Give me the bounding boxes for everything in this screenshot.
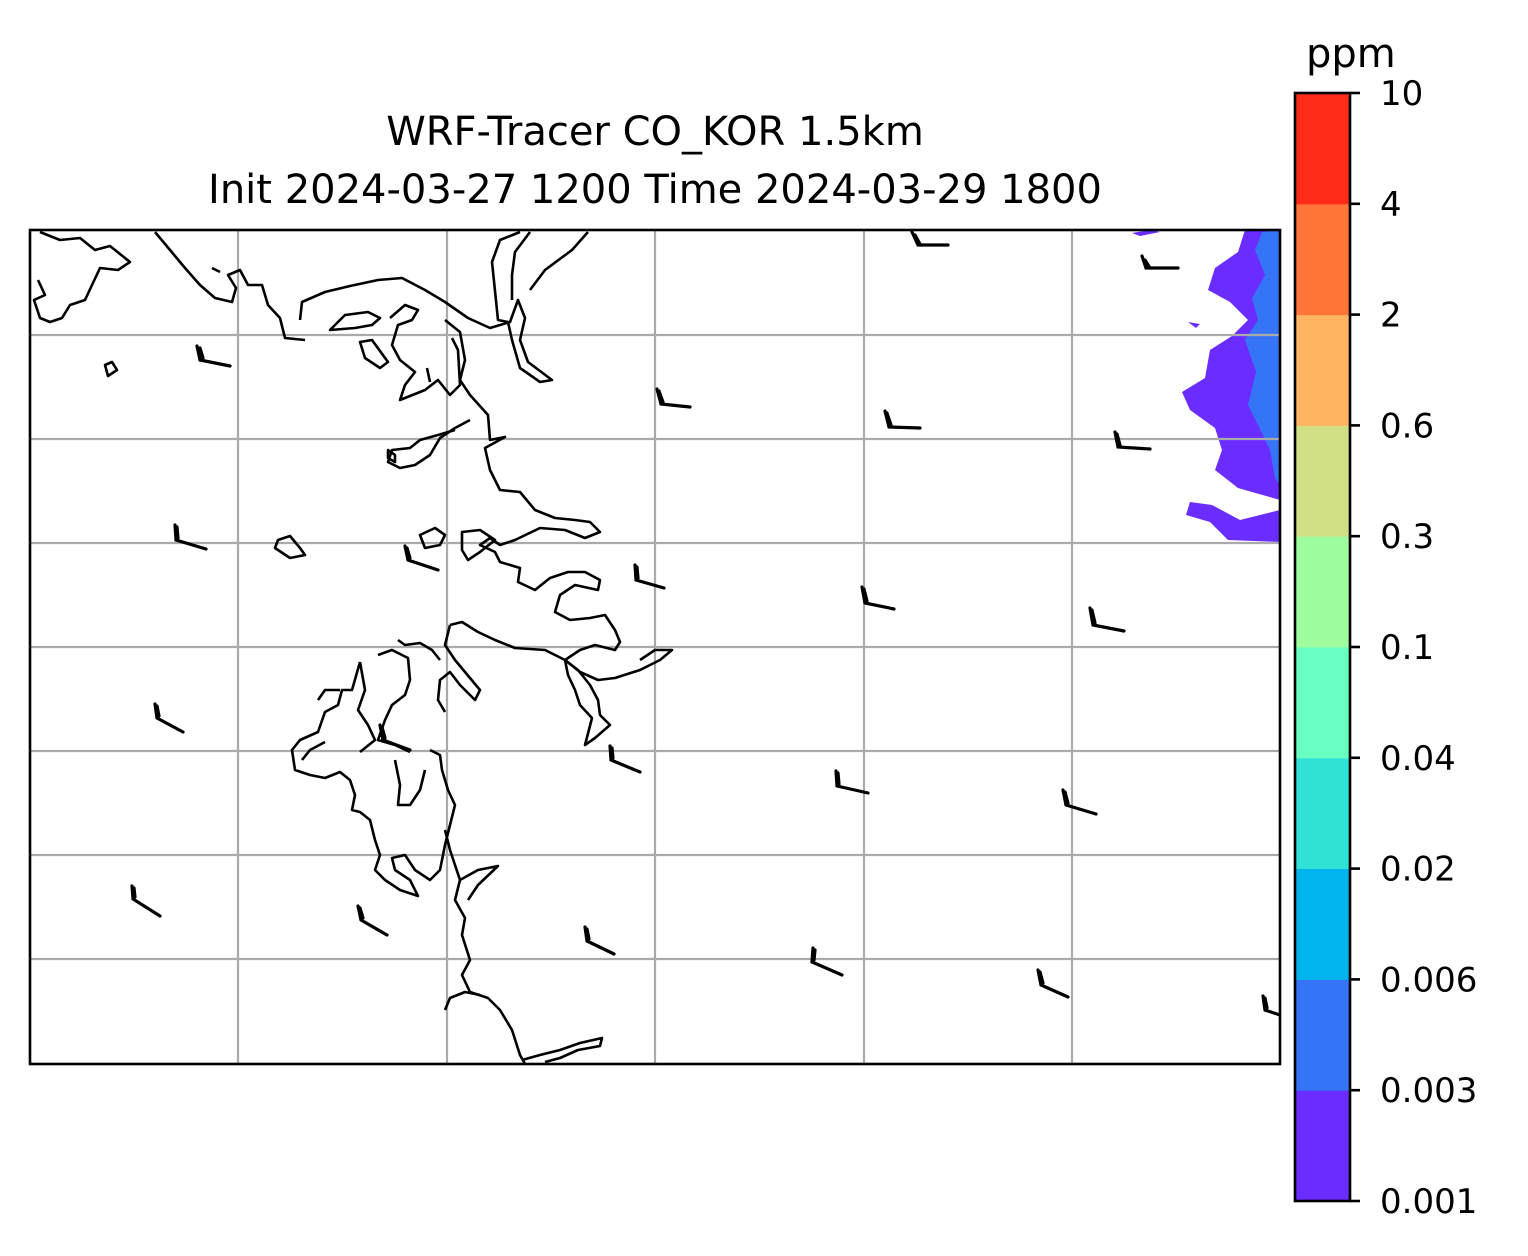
coastline-islet-2 [386,448,397,464]
coastline-mid [290,620,674,1064]
contour-speck [1188,322,1200,328]
colorbar-segment [1295,425,1350,537]
colorbar-unit-label: ppm [1306,31,1396,77]
wind-barb [1261,994,1280,1017]
colorbar-tick-label: 0.1 [1380,628,1434,668]
colorbar-tick-label: 0.02 [1380,850,1456,890]
coastline-island-3 [273,534,307,560]
wind-barb [655,387,692,409]
map-title-line1: WRF-Tracer CO_KOR 1.5km [386,109,924,155]
wind-barb [860,585,896,611]
colorbar-tick-label: 0.001 [1380,1182,1477,1222]
wind-barb [356,904,389,937]
wind-barb [173,523,208,551]
wind-barb [583,925,616,956]
contour-speck-2 [1132,230,1160,236]
colorbar-segment [1295,868,1350,980]
coastlines [32,230,674,1064]
coastline-peninsula-b [386,303,471,470]
coastline-islet-1 [103,360,119,378]
colorbar-segment [1295,1090,1350,1202]
colorbar-segment [1295,93,1350,205]
wind-barb [1061,788,1098,816]
coastline-peninsula-a [444,318,622,747]
coastline-north [32,230,589,384]
coastline-island-5 [460,528,497,562]
colorbar-segment [1295,647,1350,759]
colorbar-tick-label: 0.003 [1380,1071,1477,1111]
wind-barb [608,744,642,774]
wind-barb [883,409,922,430]
gridlines [30,230,1280,1064]
wind-barb [810,946,844,977]
coastline-island-1 [328,310,382,332]
colorbar: 0.001 0.003 0.006 0.02 0.04 0.1 0.3 0.6 2 4 10 [1293,74,1477,1222]
colorbar-tick-label: 2 [1380,296,1402,336]
colorbar-tick-label: 0.3 [1380,517,1434,557]
wind-barb [1140,254,1180,270]
wind-barb [378,723,412,752]
wind-barb [153,702,185,734]
colorbar-tick-label: 4 [1380,185,1402,225]
wind-barb [130,884,162,918]
wind-barb [195,344,232,368]
wind-barb [834,769,870,795]
contour-0.003-0.006 [1245,230,1280,485]
coastline-island-4 [418,526,447,550]
colorbar-tick-label: 0.04 [1380,739,1456,779]
wind-barb [403,544,440,572]
contour-0.001-0.003-b [1186,502,1280,542]
colorbar-segment [1295,979,1350,1091]
wind-barb [1113,430,1152,451]
colorbar-segment [1295,314,1350,426]
colorbar-tick-label: 10 [1380,74,1423,114]
colorbar-tick-label: 0.6 [1380,406,1434,446]
wind-barb [633,563,666,590]
wind-barb [1036,968,1070,999]
map-panel [30,230,1280,1064]
coastline-south [443,990,604,1064]
colorbar-segment [1295,536,1350,648]
wind-barb [910,230,950,247]
wind-barbs [130,230,1280,1017]
map-title-line2: Init 2024-03-27 1200 Time 2024-03-29 180… [208,167,1102,213]
wind-barb [1088,606,1126,633]
colorbar-segment [1295,203,1350,316]
colorbar-segment [1295,757,1350,870]
colorbar-tick-label: 0.006 [1380,960,1477,1000]
map-frame [28,228,1282,1066]
tracer-contours [1132,230,1280,542]
coastline-island-2 [358,338,390,370]
